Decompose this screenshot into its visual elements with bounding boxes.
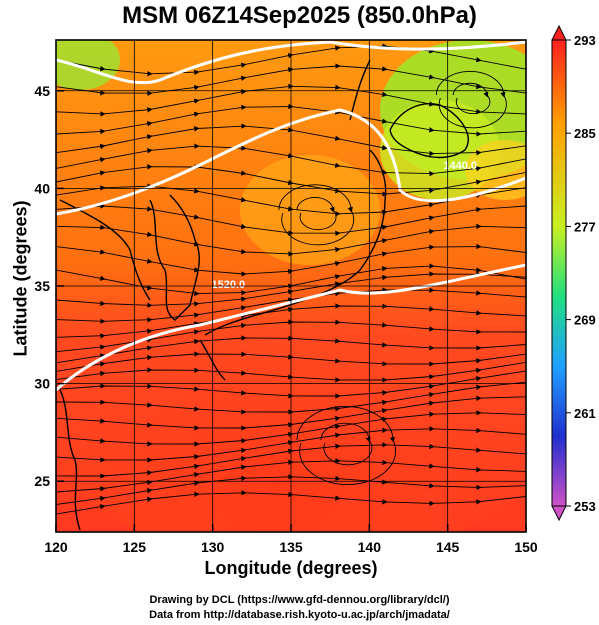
colorbar-label: 285: [574, 126, 596, 141]
y-tick-label: 30: [34, 376, 50, 392]
x-tick-label: 130: [201, 539, 225, 555]
contour-1520: [56, 263, 526, 392]
colorbar-top-arrow: [551, 24, 567, 41]
x-axis-title: Longitude (degrees): [204, 558, 378, 578]
china-coast-south: [59, 389, 81, 531]
x-tick-label: 125: [123, 539, 147, 555]
x-tick-label: 150: [514, 539, 538, 555]
height-contours: [56, 40, 526, 392]
colorbar-label: 277: [574, 219, 596, 234]
y-axis: 25 30 35 40 45: [34, 83, 64, 489]
map-title: MSM 06Z14Sep2025 (850.0hPa): [122, 2, 477, 29]
colorbar-label: 261: [574, 406, 596, 421]
y-tick-label: 45: [34, 83, 50, 99]
credit-drawing: Drawing by DCL (https://www.gfd-dennou.o…: [149, 594, 450, 606]
x-tick-label: 135: [279, 539, 303, 555]
streamline: [296, 406, 397, 486]
x-tick-label: 120: [44, 539, 68, 555]
colorbar-label: 293: [574, 33, 596, 48]
credit-data: Data from http://database.rish.kyoto-u.a…: [149, 609, 450, 621]
contour-labels: 1520.0 1440.0: [212, 160, 478, 291]
warm-pocket: [240, 155, 380, 265]
colorbar-label: 253: [574, 499, 596, 514]
y-tick-label: 40: [34, 180, 50, 196]
streamline: [320, 422, 373, 466]
x-axis: 120 125 130 135 140 145 150: [44, 524, 538, 555]
streamline: [452, 82, 491, 115]
x-tick-label: 140: [358, 539, 382, 555]
map-field: 1520.0 1440.0: [56, 40, 526, 532]
x-tick-label: 145: [436, 539, 460, 555]
cool-region-northwest: [56, 40, 120, 90]
streamline: [296, 196, 337, 231]
streamline: [278, 184, 355, 246]
colorbar-bottom-arrow: [551, 505, 567, 522]
colorbar-scale: [551, 39, 567, 507]
contour-1440: [56, 108, 526, 216]
y-tick-label: 35: [34, 278, 50, 294]
streamline: [435, 71, 507, 129]
y-tick-label: 25: [34, 473, 50, 489]
colorbar-ticks: 293 285 277 269 261 253: [566, 33, 596, 514]
colorbar: 293 285 277 269 261 253: [551, 24, 596, 522]
colorbar-label: 269: [574, 313, 596, 328]
contour-label: 1520.0: [212, 279, 246, 291]
contour-label: 1440.0: [443, 160, 477, 172]
contour-north: [56, 40, 526, 85]
